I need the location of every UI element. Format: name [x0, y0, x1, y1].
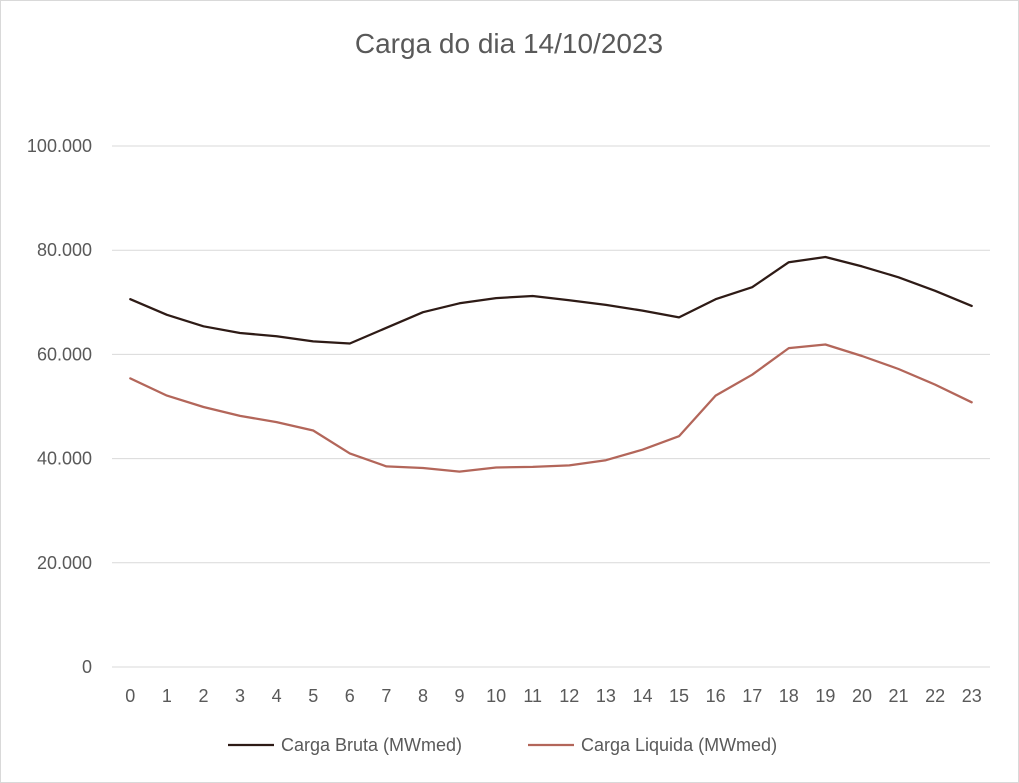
- y-tick-label: 60.000: [37, 344, 92, 364]
- series-line-2: [129, 343, 973, 473]
- x-tick-label: 0: [125, 686, 135, 706]
- legend-label-1: Carga Bruta (MWmed): [281, 735, 462, 755]
- x-tick-label: 14: [632, 686, 652, 706]
- gridlines: [112, 145, 990, 668]
- x-tick-label: 1: [162, 686, 172, 706]
- y-tick-label: 80.000: [37, 240, 92, 260]
- y-tick-label: 0: [82, 657, 92, 677]
- x-tick-label: 16: [706, 686, 726, 706]
- x-tick-label: 18: [779, 686, 799, 706]
- x-tick-label: 13: [596, 686, 616, 706]
- x-tick-label: 19: [815, 686, 835, 706]
- x-tick-label: 20: [852, 686, 872, 706]
- y-tick-label: 40.000: [37, 449, 92, 469]
- y-tick-label: 100.000: [27, 136, 92, 156]
- x-tick-label: 8: [418, 686, 428, 706]
- x-tick-label: 3: [235, 686, 245, 706]
- x-tick-label: 2: [198, 686, 208, 706]
- x-tick-label: 5: [308, 686, 318, 706]
- x-tick-label: 22: [925, 686, 945, 706]
- x-tick-label: 10: [486, 686, 506, 706]
- x-tick-label: 4: [272, 686, 282, 706]
- series-line-1: [129, 255, 973, 345]
- x-tick-label: 6: [345, 686, 355, 706]
- legend-label-2: Carga Liquida (MWmed): [581, 735, 777, 755]
- x-tick-label: 21: [889, 686, 909, 706]
- x-axis-tick-labels: 0 1 2 3 4 5 6 7 8 9 10 11 12 13 14 15 16 17 18 19 20 21 22 23: [125, 686, 981, 706]
- x-tick-label: 17: [742, 686, 762, 706]
- series-lines: [129, 255, 973, 473]
- x-tick-label: 23: [962, 686, 982, 706]
- x-tick-label: 9: [455, 686, 465, 706]
- x-tick-label: 11: [523, 686, 542, 706]
- x-tick-label: 12: [559, 686, 579, 706]
- y-tick-label: 20.000: [37, 553, 92, 573]
- x-tick-label: 15: [669, 686, 689, 706]
- y-axis-tick-labels: 0 20.000 40.000 60.000 80.000 100.000: [27, 136, 92, 677]
- x-tick-label: 7: [381, 686, 391, 706]
- legend: Carga Bruta (MWmed) Carga Liquida (MWmed): [228, 735, 777, 755]
- chart-title: Carga do dia 14/10/2023: [355, 28, 663, 59]
